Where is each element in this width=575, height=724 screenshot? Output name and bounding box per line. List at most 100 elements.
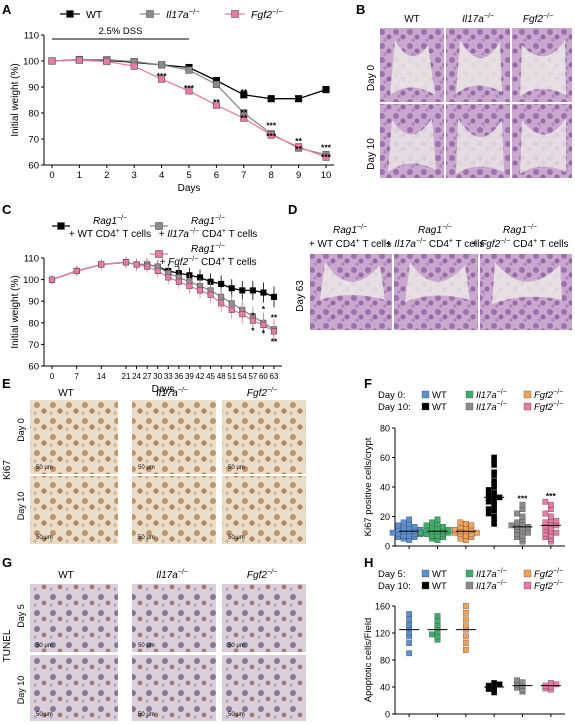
legend-marker: [421, 402, 430, 411]
scale-bar-g-6: 50 μm: [228, 712, 245, 718]
data-point: [542, 510, 549, 517]
data-point: [514, 677, 520, 684]
panel-label-c: C: [2, 202, 12, 217]
x-tick-label: 2: [104, 170, 109, 181]
y-tick-label: 110: [24, 31, 39, 42]
data-point: [240, 114, 248, 122]
data-point: [389, 529, 396, 536]
scale-bar-g-3: 50 μm: [228, 643, 245, 649]
data-point: [295, 143, 303, 151]
y-tick-label: 100: [23, 57, 39, 68]
data-point: [485, 682, 492, 689]
data-point: [462, 521, 469, 527]
col-label-il17a-e: Il17a−/−: [156, 387, 188, 399]
y-axis-label: Initial weight (%): [10, 63, 21, 136]
data-point: [457, 519, 464, 526]
data-point: [514, 519, 520, 526]
data-point: [73, 267, 80, 275]
x-tick-label: 57: [248, 372, 257, 381]
col-label-wt-e: WT: [58, 388, 74, 399]
x-tick-label: 9: [296, 170, 301, 181]
data-point: [185, 87, 193, 95]
scale-bar-e-6: 50 μm: [228, 535, 245, 541]
data-point: [429, 519, 435, 526]
significance-mark: **: [271, 313, 278, 323]
panel-label-h: H: [364, 555, 373, 570]
col-label-wt-b: WT: [404, 14, 420, 25]
data-point: [400, 525, 407, 532]
row-label-day10-e: Day 10: [16, 492, 26, 521]
legend-label: WT: [432, 402, 447, 413]
data-point: [186, 283, 193, 290]
legend-label: WT: [432, 390, 447, 401]
data-point: [270, 328, 278, 335]
y-tick-label: 90: [28, 297, 39, 308]
micrograph-e-wt-day0: [30, 400, 118, 474]
scale-bar-g-2: 50 μm: [138, 643, 155, 649]
x-tick-label: 1: [77, 170, 82, 181]
x-tick-label: 10: [321, 170, 332, 181]
micrograph-e-fgf2-day0: [222, 400, 306, 474]
legend-label: Fgf2−/−: [534, 401, 563, 413]
series-line: [51, 261, 275, 332]
data-point: [165, 274, 172, 281]
data-point: [462, 647, 469, 653]
data-point: [429, 525, 435, 532]
data-point: [260, 321, 267, 329]
data-point: [542, 519, 549, 526]
data-point: [462, 623, 469, 630]
row-label-day5-g: Day 5: [16, 604, 26, 628]
row-label-day0-e: Day 0: [16, 418, 26, 442]
significance-mark: **: [240, 87, 247, 97]
row-label-day0-b: Day 0: [366, 65, 377, 92]
legend-label: WT: [86, 9, 103, 21]
data-point: [400, 519, 407, 526]
data-point: [406, 611, 413, 617]
data-point: [491, 513, 498, 520]
y-axis-label: Apoptotic cells/Field: [363, 618, 374, 702]
data-point: [218, 300, 225, 307]
data-point: [267, 95, 275, 103]
y-tick-label: 20: [380, 512, 390, 522]
legend-label-line2: + WT CD4+ T cells: [69, 228, 151, 240]
chart-f: 0 20 40 60 80 Ki67 positive cells/crypt *** ***…: [363, 389, 565, 552]
x-tick-label: 27: [143, 372, 152, 381]
significance-mark: *: [262, 328, 266, 338]
data-point: [122, 259, 130, 266]
micrograph-grid-g: WT Il17a−/− Fgf2−/− TUNEL Day 5 Day 10 5…: [2, 569, 306, 721]
micrograph-grid-b: WT Il17a−/− Fgf2−/− Day 0 Day 10: [366, 13, 572, 178]
svg-text:Rag1−/−: Rag1−/−: [503, 224, 537, 236]
data-point: [418, 529, 424, 536]
y-tick-label: 100: [23, 275, 39, 286]
col-label-il17a-b: Il17a−/−: [462, 13, 494, 25]
significance-mark: ***: [321, 152, 332, 162]
legend-marker: [66, 10, 74, 18]
scale-bar-e-2: 50 μm: [138, 465, 155, 471]
x-tick-label: 39: [185, 372, 194, 381]
y-tick-label: 160: [375, 602, 390, 612]
data-point: [228, 306, 235, 313]
data-point: [547, 501, 554, 508]
scale-bar-g-5: 50 μm: [138, 712, 155, 718]
scale-bar-g-1: 50 μm: [36, 643, 53, 649]
y-tick-label: 90: [28, 83, 39, 94]
y-tick-label: 40: [380, 683, 390, 693]
data-point: [212, 80, 220, 88]
significance-mark: ***: [157, 71, 168, 81]
significance-mark: ***: [546, 491, 557, 501]
data-point: [75, 56, 83, 64]
data-point: [406, 516, 413, 523]
data-point: [249, 287, 256, 294]
legend-marker: [57, 222, 65, 230]
data-point: [322, 153, 330, 161]
svg-text:+ WT CD4+ T cells: + WT CD4+ T cells: [309, 238, 391, 250]
x-tick-label: 51: [227, 372, 236, 381]
legend-marker: [155, 222, 163, 230]
data-point: [406, 622, 413, 628]
data-point: [270, 293, 278, 300]
data-point: [185, 66, 193, 74]
x-tick-label: 42: [196, 372, 205, 381]
legend-label: WT: [432, 581, 447, 592]
panel-label-e: E: [2, 376, 11, 391]
